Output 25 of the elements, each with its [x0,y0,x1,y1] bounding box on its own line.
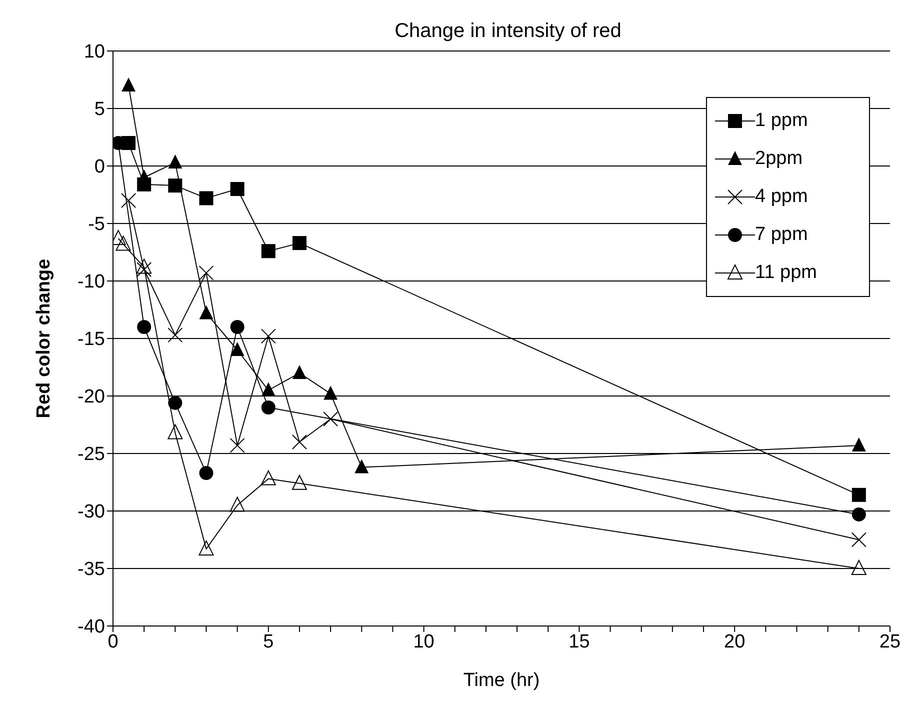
x-tick-label: 15 [568,631,590,652]
y-tick-label: 5 [94,99,105,120]
x-axis-title: Time (hr) [463,670,540,691]
x-tick-label: 0 [108,631,118,652]
y-axis-title: Red color change [34,258,55,418]
legend-label: 11 ppm [755,262,817,284]
y-tick-label: 10 [84,42,105,63]
y-tick-label: -35 [78,559,105,580]
legend-label: 1 ppm [755,110,808,132]
chart-title: Change in intensity of red [394,20,622,43]
legend-label: 4 ppm [755,186,808,208]
x-tick-label: 10 [413,631,434,652]
y-tick-label: -10 [78,272,105,293]
legend-label: 7 ppm [755,224,808,246]
legend-label: 2ppm [755,148,803,170]
y-tick-label: -20 [78,386,105,408]
x-tick-label: 5 [263,631,274,652]
y-tick-label: 0 [94,156,105,178]
y-tick-label: -25 [78,444,105,466]
y-tick-label: -40 [78,616,105,638]
y-tick-label: -30 [78,502,105,523]
x-tick-label: 25 [879,631,901,652]
y-tick-label: -5 [88,214,105,236]
x-tick-label: 20 [724,631,746,652]
y-tick-label: -15 [78,329,105,350]
